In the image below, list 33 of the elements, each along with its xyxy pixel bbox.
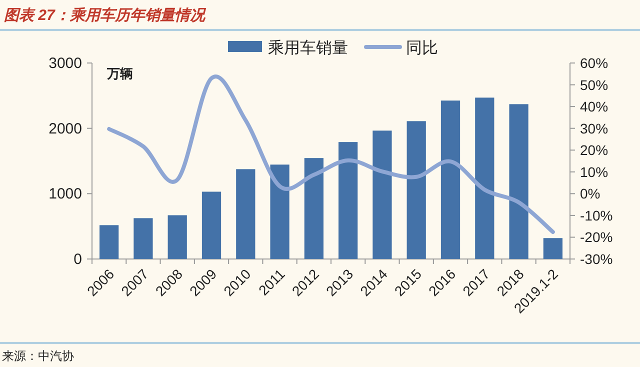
bar <box>202 192 222 259</box>
source-note: 来源：中汽协 <box>2 349 74 363</box>
bar <box>270 164 290 259</box>
bar <box>509 104 528 259</box>
bar <box>406 121 426 259</box>
y-axis-title: 万辆 <box>106 66 133 81</box>
chart-title: 图表 27：乘用车历年销量情况 <box>4 6 207 24</box>
bar <box>100 225 119 259</box>
bar <box>304 158 324 259</box>
legend-label: 同比 <box>406 39 438 57</box>
bar <box>440 100 460 259</box>
bar <box>372 130 392 259</box>
bar <box>338 142 358 259</box>
y2-tick-label: 20% <box>580 142 608 158</box>
y-tick-label: 1000 <box>48 186 82 203</box>
y2-tick-label: 10% <box>580 164 608 180</box>
bar <box>543 238 562 259</box>
bar <box>475 98 494 259</box>
y2-tick-label: 60% <box>580 55 608 71</box>
y2-tick-label: 40% <box>580 98 608 115</box>
bar <box>168 215 187 259</box>
y2-tick-label: -30% <box>580 251 613 267</box>
y2-tick-label: -20% <box>580 229 613 246</box>
y-tick-label: 3000 <box>48 55 82 72</box>
bar <box>236 169 256 259</box>
y2-tick-label: 50% <box>580 76 608 93</box>
bar <box>134 218 153 259</box>
legend-label: 乘用车销量 <box>268 39 348 57</box>
y-tick-label: 0 <box>74 251 82 268</box>
y2-tick-label: 0% <box>580 186 600 202</box>
y2-tick-label: 30% <box>580 120 608 136</box>
y-tick-label: 2000 <box>48 120 82 138</box>
y2-tick-label: -10% <box>580 207 613 224</box>
